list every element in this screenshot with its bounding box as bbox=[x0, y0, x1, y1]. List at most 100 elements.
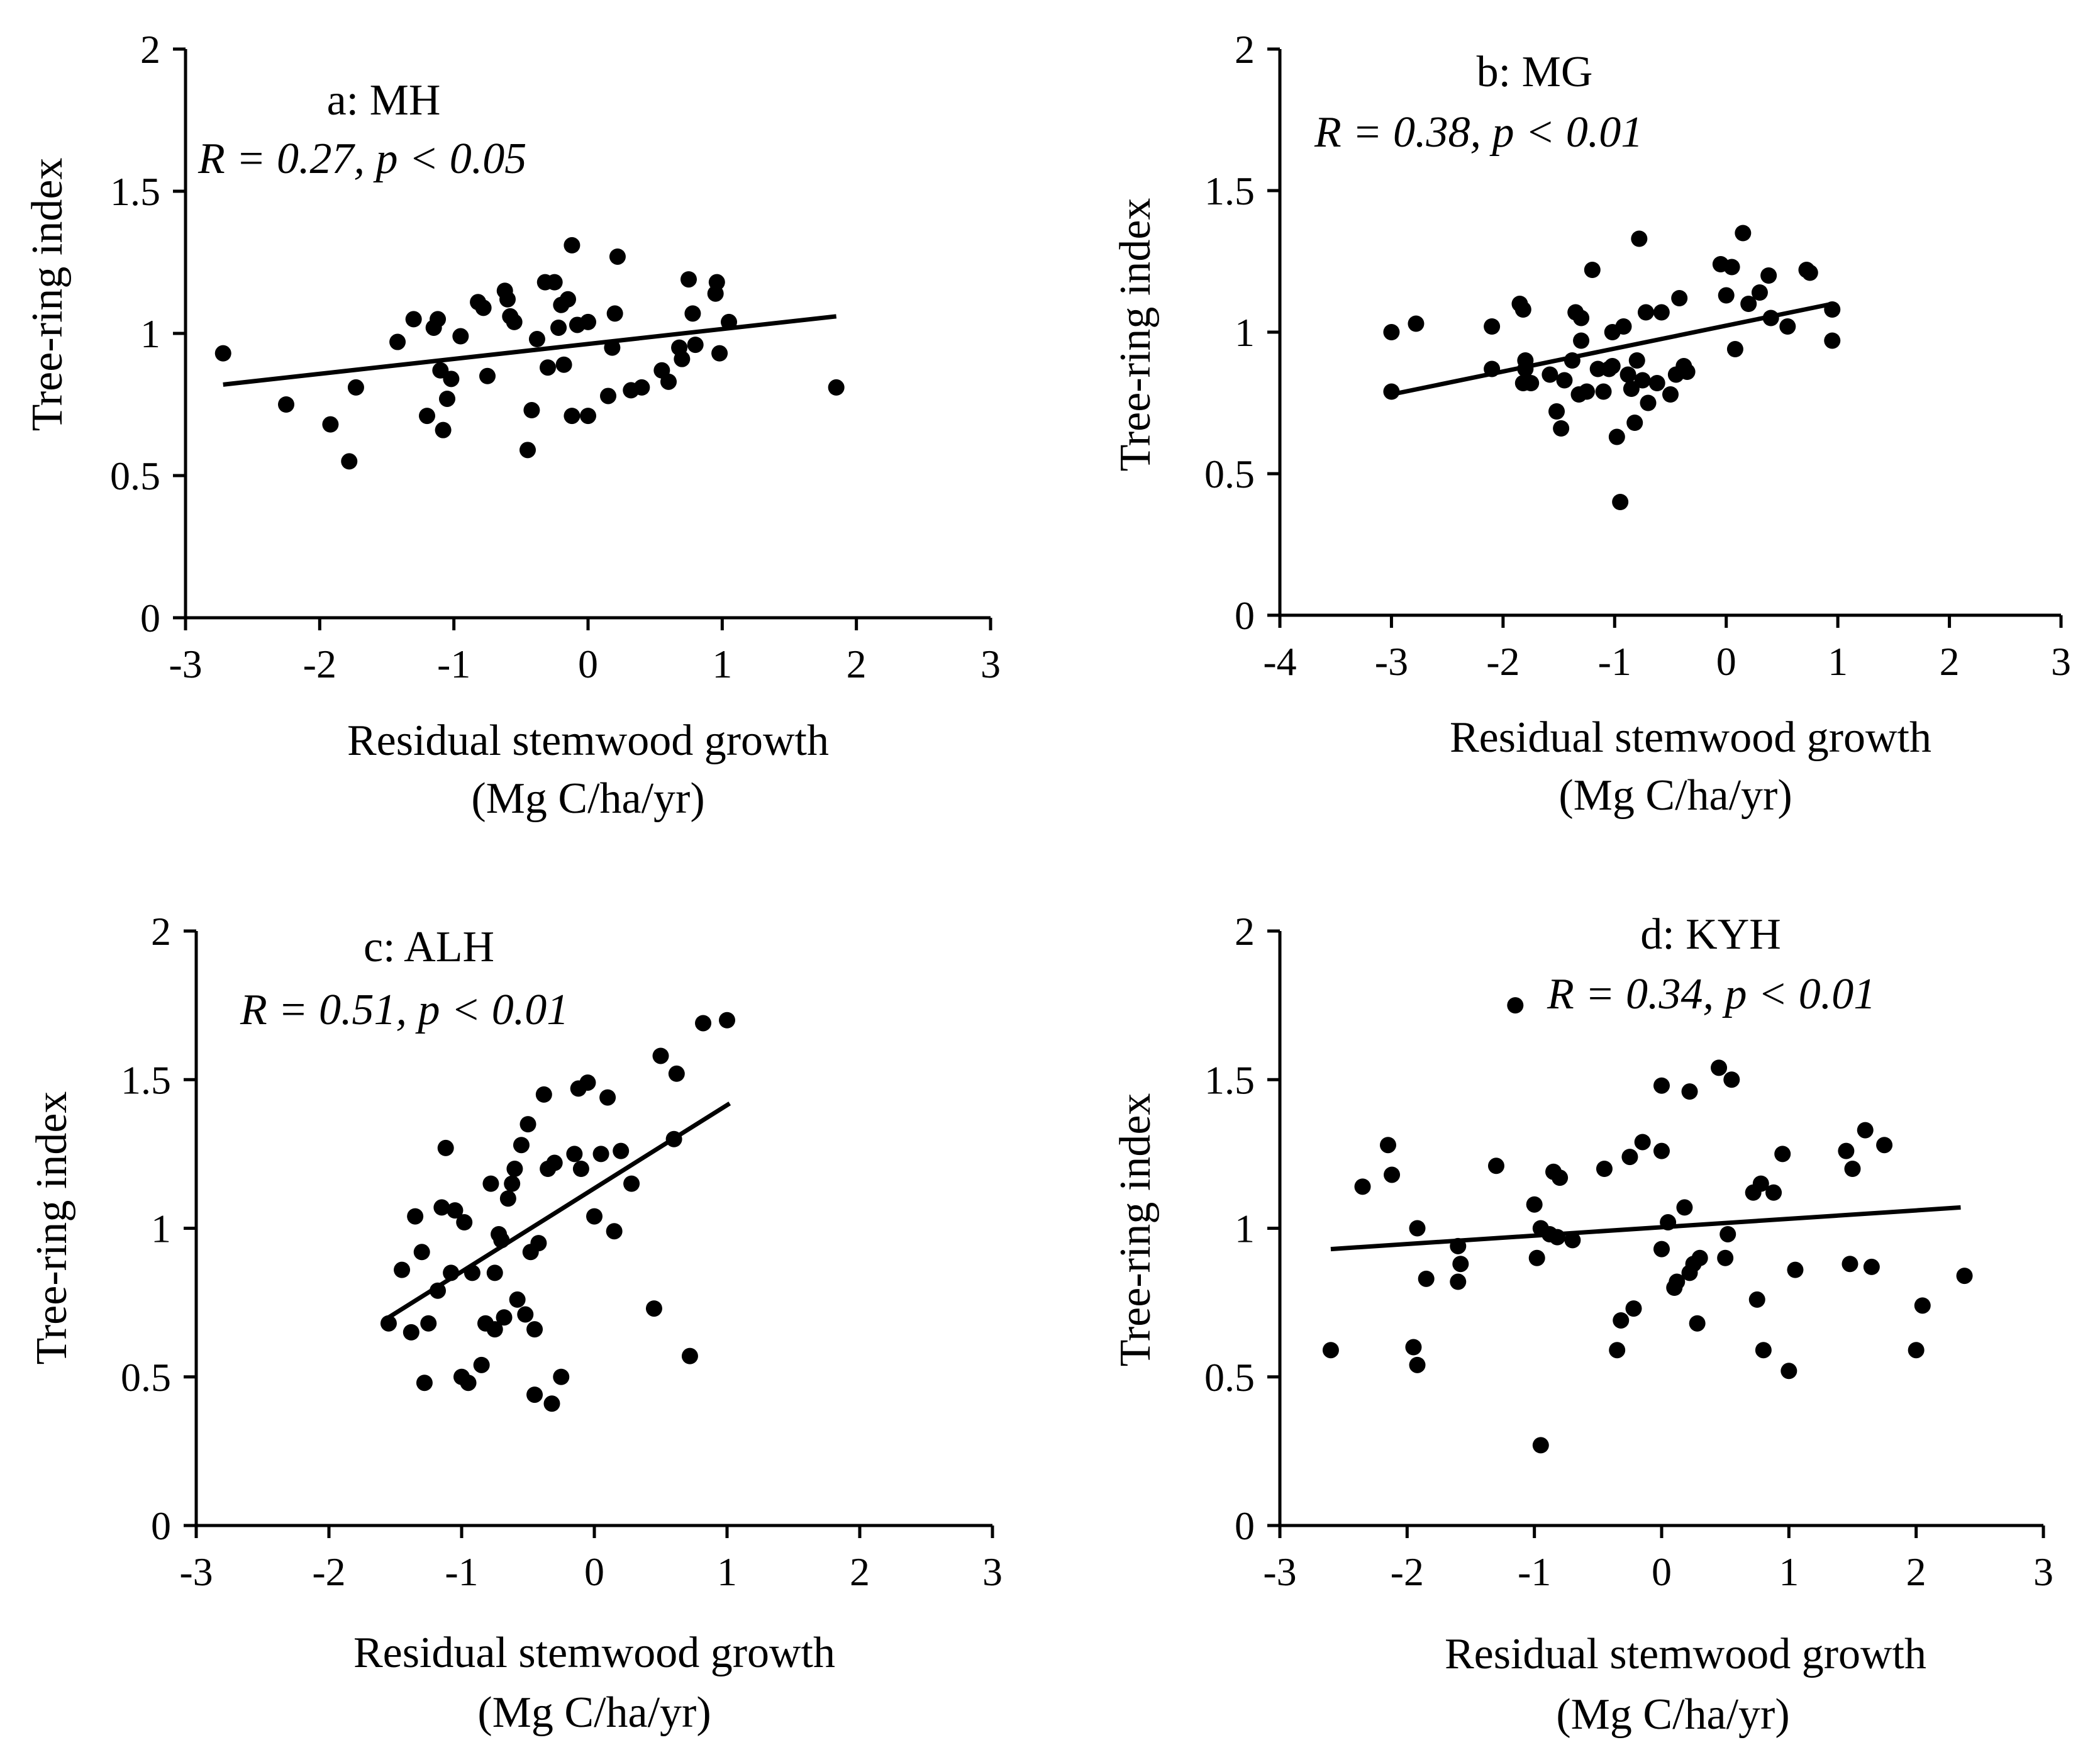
x-tick-label: 0 bbox=[1652, 1549, 1672, 1594]
data-point bbox=[526, 1321, 543, 1338]
data-point bbox=[1564, 1232, 1581, 1249]
x-axis-title: Residual stemwood growth bbox=[353, 1629, 835, 1677]
x-tick-label: 3 bbox=[2033, 1549, 2053, 1594]
data-point bbox=[1679, 364, 1696, 380]
data-point bbox=[1625, 1300, 1642, 1317]
data-point bbox=[1779, 318, 1796, 335]
y-tick-label: 1 bbox=[140, 311, 160, 356]
data-point bbox=[1450, 1273, 1467, 1290]
data-point bbox=[1908, 1342, 1925, 1359]
correlation-annotation: R = 0.38, p < 0.01 bbox=[1314, 108, 1643, 157]
data-point bbox=[523, 402, 540, 419]
data-point bbox=[719, 1012, 735, 1029]
data-point bbox=[416, 1375, 433, 1392]
data-point bbox=[1409, 1356, 1426, 1373]
data-point bbox=[1653, 304, 1670, 321]
data-point bbox=[564, 237, 581, 254]
data-point bbox=[540, 359, 556, 376]
x-tick-label: -2 bbox=[303, 642, 336, 686]
data-point bbox=[1322, 1342, 1339, 1359]
y-tick-label: 0.5 bbox=[121, 1355, 171, 1400]
x-tick-label: 1 bbox=[1828, 639, 1848, 684]
data-point bbox=[519, 1116, 536, 1133]
data-point bbox=[535, 1086, 552, 1103]
data-point bbox=[580, 408, 596, 425]
data-point bbox=[1578, 383, 1595, 400]
data-point bbox=[1595, 383, 1612, 400]
x-tick-label: -3 bbox=[179, 1549, 213, 1594]
data-point bbox=[341, 453, 358, 470]
x-tick-label: -3 bbox=[1263, 1549, 1296, 1594]
data-point bbox=[1671, 290, 1688, 306]
data-point bbox=[1631, 230, 1648, 247]
y-tick-label: 1.5 bbox=[121, 1057, 171, 1102]
data-point bbox=[419, 408, 435, 425]
data-point bbox=[456, 1214, 473, 1231]
x-axis-unit: (Mg C/ha/yr) bbox=[477, 1688, 711, 1737]
data-point bbox=[347, 379, 364, 396]
x-tick-label: -2 bbox=[1391, 1549, 1424, 1594]
x-tick-label: -2 bbox=[1486, 639, 1519, 684]
data-point bbox=[566, 1146, 583, 1163]
trend-line bbox=[223, 314, 837, 387]
data-point bbox=[1408, 315, 1425, 332]
data-point bbox=[1613, 1312, 1630, 1329]
data-point bbox=[564, 408, 581, 425]
data-point bbox=[1762, 310, 1779, 326]
data-point bbox=[1487, 1157, 1504, 1174]
data-point bbox=[1752, 1175, 1769, 1192]
data-point bbox=[1615, 318, 1632, 335]
data-point bbox=[1711, 1059, 1728, 1076]
x-axis-unit: (Mg C/ha/yr) bbox=[471, 774, 704, 823]
trend-line bbox=[1330, 1205, 1961, 1252]
panel-title: a: MH bbox=[327, 76, 441, 125]
data-point bbox=[1514, 301, 1531, 318]
data-point bbox=[430, 311, 447, 328]
data-point bbox=[681, 271, 697, 288]
y-axis-title: Tree-ring index bbox=[1111, 1093, 1160, 1367]
data-point bbox=[493, 1232, 510, 1249]
data-point bbox=[1409, 1220, 1426, 1237]
data-point bbox=[430, 1282, 447, 1299]
panel-a: a: MH R = 0.27, p < 0.05 Tree-ring index… bbox=[23, 27, 1001, 823]
data-point bbox=[506, 313, 523, 330]
data-point bbox=[464, 1264, 481, 1281]
x-tick-label: -3 bbox=[169, 642, 202, 686]
data-point bbox=[1748, 1291, 1765, 1308]
data-point bbox=[1676, 1199, 1693, 1216]
data-point bbox=[684, 305, 701, 322]
data-point bbox=[572, 1161, 589, 1177]
data-point bbox=[1681, 1083, 1698, 1100]
x-tick-label: 1 bbox=[717, 1549, 737, 1594]
data-point bbox=[439, 390, 455, 407]
data-point bbox=[560, 291, 576, 308]
data-point bbox=[278, 396, 294, 413]
panel-c: c: ALH R = 0.51, p < 0.01 Tree-ring inde… bbox=[28, 909, 1003, 1737]
y-axis-title: Tree-ring index bbox=[28, 1091, 76, 1365]
data-point bbox=[1418, 1270, 1435, 1287]
data-point bbox=[482, 1175, 499, 1192]
data-point bbox=[1842, 1256, 1858, 1273]
x-tick-label: 0 bbox=[578, 642, 598, 686]
data-point bbox=[1787, 1261, 1804, 1278]
data-point bbox=[1608, 428, 1625, 445]
data-point bbox=[526, 1386, 543, 1403]
data-point bbox=[1717, 1249, 1734, 1266]
data-point bbox=[609, 248, 626, 265]
data-point bbox=[592, 1146, 609, 1163]
data-point bbox=[665, 1130, 682, 1147]
y-tick-label: 2 bbox=[140, 27, 160, 72]
data-point bbox=[1507, 997, 1524, 1014]
data-point bbox=[1354, 1178, 1371, 1195]
data-point bbox=[1573, 332, 1590, 349]
data-point bbox=[652, 1047, 669, 1064]
data-point bbox=[1863, 1258, 1880, 1275]
data-point bbox=[1452, 1256, 1469, 1273]
x-tick-label: 3 bbox=[2051, 639, 2071, 684]
data-point bbox=[1517, 352, 1534, 369]
data-point bbox=[708, 274, 725, 291]
x-tick-label: 2 bbox=[1906, 1549, 1926, 1594]
data-point bbox=[1765, 1184, 1782, 1201]
data-point bbox=[1619, 366, 1636, 383]
